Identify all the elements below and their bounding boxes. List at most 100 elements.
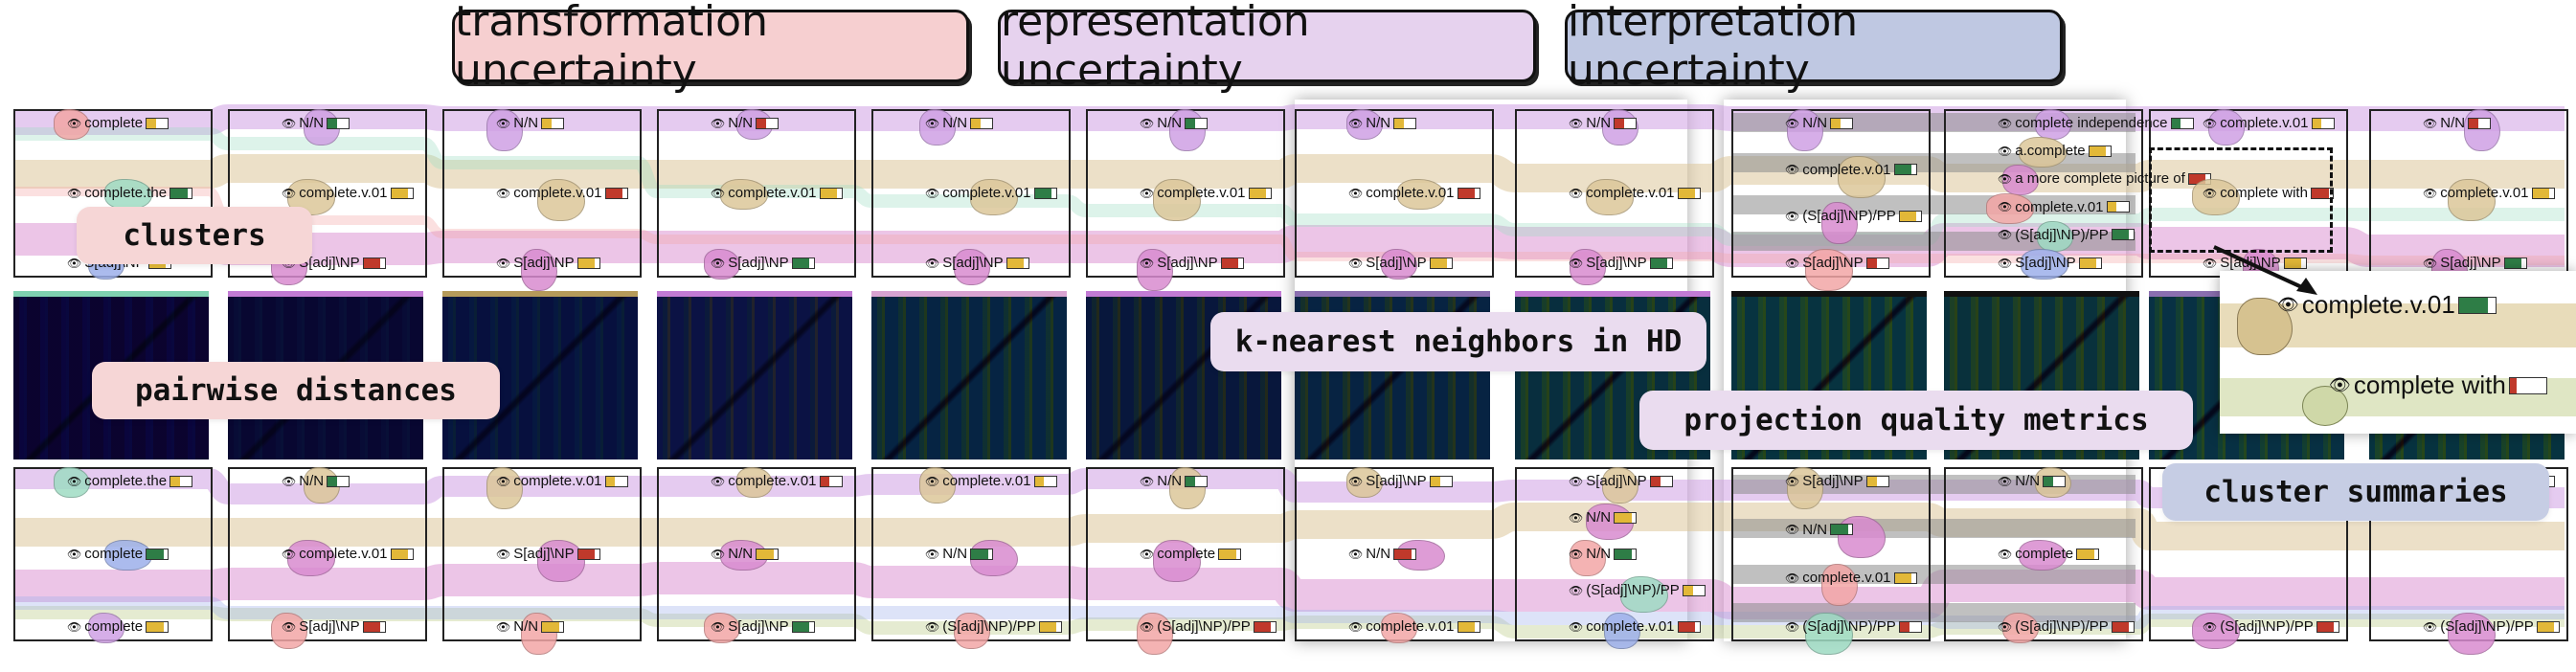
eye-icon: 👁 — [1785, 116, 1800, 130]
cluster-label-text: complete.v.01 — [1802, 161, 1891, 178]
cluster-label: 👁 (S[adj]\NP)/PP — [1998, 227, 2135, 243]
row3-scatter-panel[interactable]: 👁 S[adj]\NP 👁 N/N 👁 N/N 👁 (S[adj]\NP)/PP 👁 comple… — [1515, 467, 1714, 649]
quality-bar — [1253, 620, 1277, 633]
quality-bar — [1830, 524, 1854, 536]
cluster-hull — [2019, 137, 2067, 168]
quality-bar — [169, 475, 193, 487]
cluster-label-text: complete.v.01 — [1802, 570, 1891, 587]
cluster-label-text: S[adj]\NP — [1157, 255, 1218, 271]
flow-ribbon — [13, 187, 2565, 265]
cluster-label-text: S[adj]\NP — [513, 546, 575, 562]
cluster-label-text: S[adj]\NP — [299, 255, 360, 271]
eye-icon: 👁 — [1569, 583, 1584, 597]
row3-scatter-panel[interactable]: 👁 complete.v.01 👁 N/N 👁 S[adj]\NP — [657, 467, 856, 643]
row3-scatter-panel[interactable]: 👁 S[adj]\NP 👁 N/N 👁 complete.v.01 — [1295, 467, 1494, 643]
eye-icon: 👁 — [496, 547, 511, 561]
cluster-label-text: N/N — [1802, 115, 1828, 131]
eye-icon: 👁 — [1348, 116, 1364, 130]
cluster-hull — [954, 249, 990, 285]
pairwise-distance-heatmap[interactable] — [657, 291, 852, 459]
cluster-hull — [1805, 613, 1853, 655]
row1-scatter-panel[interactable]: 👁N/N👁complete.v.01👁S[adj]\NP — [1086, 109, 1285, 291]
cluster-label-text: complete.v.01 — [728, 473, 817, 489]
cluster-hull — [537, 179, 585, 221]
pairwise-distance-heatmap[interactable] — [871, 291, 1067, 459]
cluster-label: 👁S[adj]\NP — [925, 255, 1029, 271]
cluster-label: 👁complete.v.01 — [496, 185, 628, 201]
cluster-label-text: (S[adj]\NP)/PP — [1802, 618, 1896, 635]
row1-scatter-panel[interactable]: 👁 N/N 👁 complete.v.01 👁 (S[adj]\NP)/PP 👁 S[adj]… — [1731, 109, 1931, 291]
quality-bar — [1893, 571, 1917, 584]
cluster-label: 👁 N/N — [1348, 115, 1417, 131]
cluster-label: 👁complete.v.01 — [2423, 185, 2555, 201]
cluster-label-text: (S[adj]\NP)/PP — [1157, 618, 1251, 635]
cluster-label-text: N/N — [299, 473, 325, 489]
quality-bar — [1457, 187, 1480, 199]
cluster-label-text: S[adj]\NP — [2440, 255, 2501, 271]
row1-scatter-panel[interactable]: 👁N/N👁complete.v.01👁S[adj]\NP — [871, 109, 1071, 285]
row1-scatter-panel[interactable]: 👁N/N👁complete.v.01👁S[adj]\NP — [1295, 109, 1494, 280]
row1-scatter-panel[interactable]: 👁complete👁complete.the👁S[adj]\NP — [13, 109, 213, 280]
row1-scatter-panel[interactable]: 👁N/N👁complete.v.01👁S[adj]\NP — [657, 109, 856, 280]
cluster-label-text: (S[adj]\NP)/PP — [2015, 226, 2109, 243]
cluster-label-text: complete.v.01 — [1366, 185, 1455, 201]
row1-scatter-panel[interactable]: 👁N/N👁complete.v.01👁S[adj]\NP — [1515, 109, 1714, 285]
flow-ribbon — [13, 104, 2565, 135]
cluster-label-text: complete.v.01 — [513, 185, 602, 201]
flow-ribbon — [13, 468, 2565, 508]
cluster-hull — [521, 249, 557, 291]
row1-scatter-panel[interactable]: 👁 complete independence 👁 a.complete 👁 a more… — [1944, 109, 2211, 280]
cluster-hull — [88, 613, 124, 643]
row1-scatter-panel[interactable]: 👁N/N👁complete.v.01👁S[adj]\NP — [2369, 109, 2568, 291]
cluster-label: 👁S[adj]\NP — [1348, 255, 1453, 271]
eye-icon: 👁 — [2203, 619, 2218, 634]
cluster-label: 👁complete.v.01 — [925, 185, 1057, 201]
cluster-label: 👁 N/N — [1348, 546, 1417, 562]
quality-bar — [2316, 620, 2339, 633]
cluster-label: 👁 N/N — [282, 115, 350, 131]
cluster-hull — [54, 109, 90, 140]
cluster-label-text: S[adj]\NP — [942, 255, 1004, 271]
cluster-hull — [537, 540, 585, 582]
row3-scatter-panel[interactable]: 👁 complete.v.01 👁 N/N 👁 (S[adj]\NP)/PP — [871, 467, 1071, 649]
projection-callout-text: projection quality metrics — [1683, 403, 2149, 437]
cluster-label-text: S[adj]\NP — [513, 255, 575, 271]
row3-scatter-panel[interactable]: 👁 N/N 👁 complete 👁 (S[adj]\NP)/PP — [1086, 467, 1285, 655]
cluster-label-text: complete.v.01 — [1586, 185, 1675, 201]
cluster-label-text: (S[adj]\NP)/PP — [2220, 618, 2314, 635]
row3-scatter-panel[interactable]: 👁 complete.v.01 👁 S[adj]\NP 👁 N/N — [442, 467, 642, 655]
cluster-label-text: N/N — [513, 115, 539, 131]
cluster-label-text: (S[adj]\NP)/PP — [1802, 208, 1896, 225]
cluster-label-text: complete.the — [84, 185, 168, 201]
cluster-hull — [1153, 179, 1201, 221]
quality-bar — [2468, 117, 2492, 129]
eye-icon: 👁 — [2329, 375, 2351, 394]
inset-cluster-hull — [2302, 386, 2348, 426]
quality-bar — [2111, 229, 2135, 241]
eye-icon: 👁 — [711, 116, 726, 130]
cluster-label: 👁complete.v.01 — [496, 473, 628, 489]
interpretation-uncertainty-title: interpretation uncertainty — [1565, 0, 2063, 95]
eye-icon: 👁 — [1785, 474, 1800, 488]
cluster-label-text: S[adj]\NP — [1586, 255, 1647, 271]
quality-bar — [362, 620, 386, 633]
eye-icon: 👁 — [1569, 186, 1584, 200]
cluster-hull — [1787, 467, 1823, 509]
row3-scatter-panel[interactable]: 👁 complete.the 👁 complete 👁 complete — [13, 467, 213, 643]
representation-title-text: representation uncertainty — [1001, 0, 1310, 95]
representation-uncertainty-title: representation uncertainty — [998, 0, 1536, 95]
cluster-label: 👁 complete — [1140, 546, 1242, 562]
cluster-hull — [104, 179, 152, 210]
quality-bar — [1038, 620, 1062, 633]
row1-scatter-panel[interactable]: 👁N/N👁complete.v.01👁S[adj]\NP — [442, 109, 642, 291]
cluster-label: 👁S[adj]\NP — [2203, 255, 2307, 271]
cluster-hull — [2464, 109, 2500, 151]
row3-scatter-panel[interactable]: 👁 N/N 👁 complete 👁 (S[adj]\NP)/PP — [1944, 467, 2143, 643]
cluster-label-text: complete.v.01 — [299, 185, 388, 201]
row3-scatter-panel[interactable]: 👁 S[adj]\NP 👁 N/N 👁 complete.v.01 👁 (S[adj]\NP)… — [1731, 467, 1931, 655]
cluster-label: 👁 N/N — [1998, 473, 2067, 489]
row3-scatter-panel[interactable]: 👁 N/N 👁 complete.v.01 👁 S[adj]\NP — [228, 467, 427, 649]
eye-icon: 👁 — [1348, 186, 1364, 200]
cluster-label: 👁 (S[adj]\NP)/PP — [2203, 618, 2339, 635]
quality-bar — [791, 257, 815, 269]
